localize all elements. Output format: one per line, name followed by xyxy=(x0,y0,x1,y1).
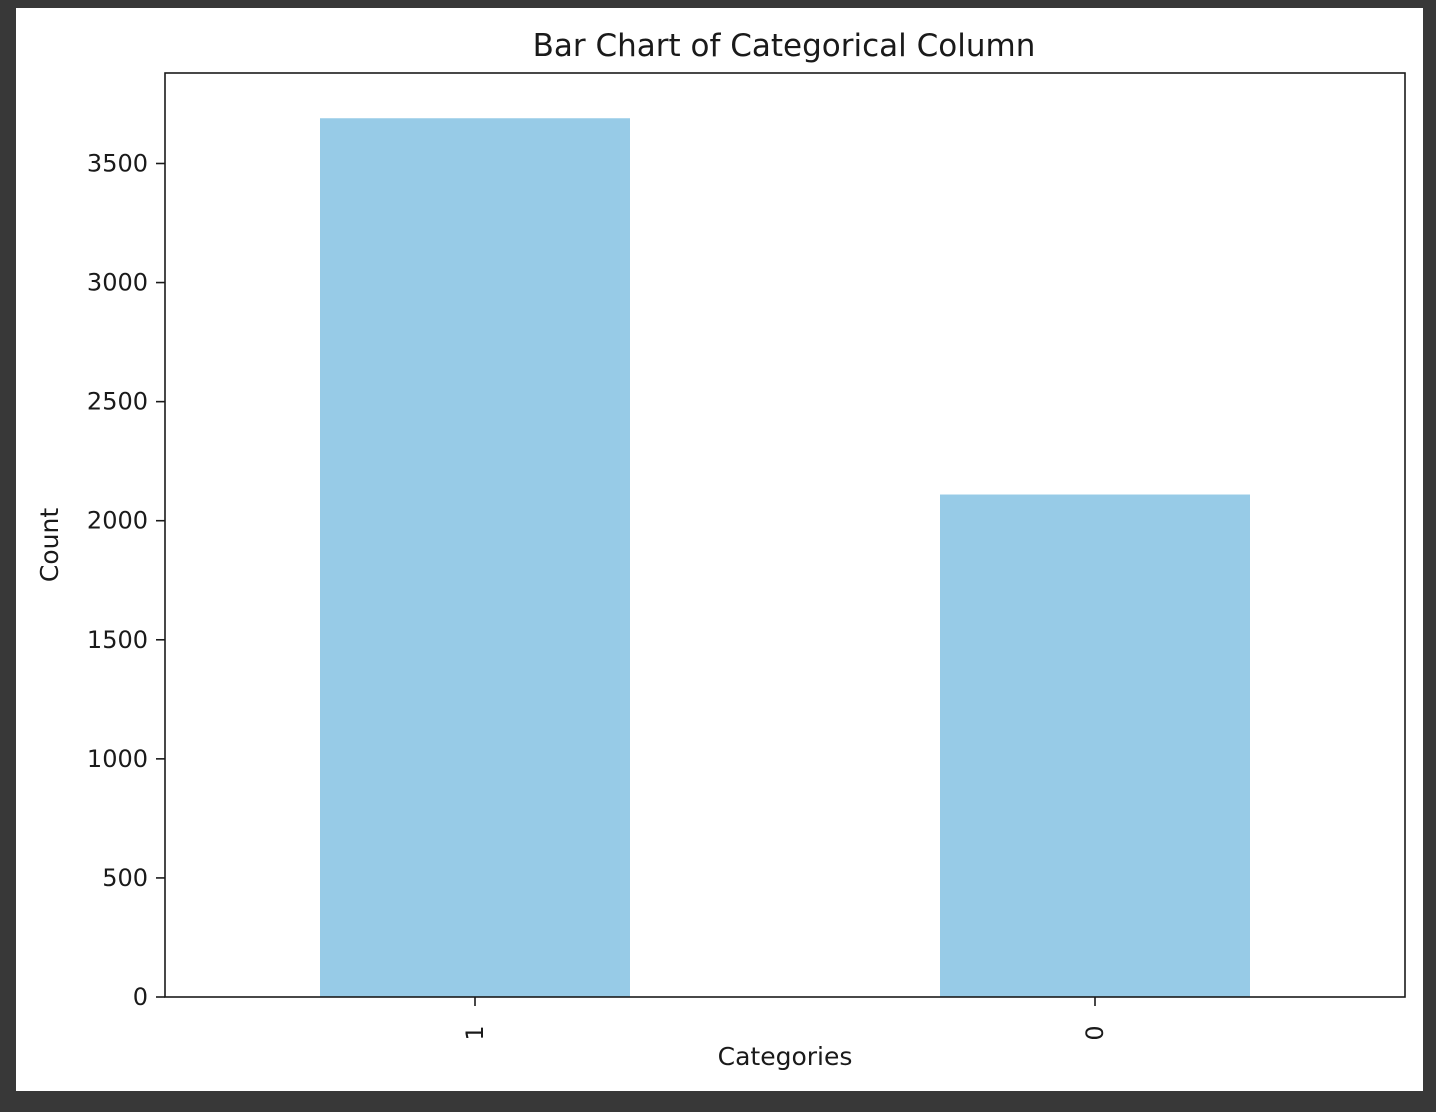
x-tick-label: 0 xyxy=(1081,1025,1109,1040)
chart-figure: Bar Chart of Categorical Column 0 500 1000… xyxy=(16,8,1423,1091)
plot-area-frame xyxy=(164,72,1406,998)
bars xyxy=(320,118,1250,997)
y-axis-label: Count xyxy=(35,508,64,582)
y-tick-label: 1500 xyxy=(87,626,148,654)
x-tick-label: 1 xyxy=(461,1025,489,1040)
y-tick-label: 500 xyxy=(102,864,148,892)
y-tick-label: 2000 xyxy=(87,507,148,535)
y-axis: 0 500 1000 1500 2000 2500 3000 3500 xyxy=(87,149,165,1011)
bar-0 xyxy=(940,494,1250,997)
x-axis-label: Categories xyxy=(718,1042,853,1071)
bar-1 xyxy=(320,118,630,997)
bar-chart: Bar Chart of Categorical Column 05001000… xyxy=(35,28,1406,1071)
y-tick-label: 0 xyxy=(133,983,148,1011)
y-tick-label: 2500 xyxy=(87,388,148,416)
y-tick-label: 3000 xyxy=(87,269,148,297)
y-tick-label: 3500 xyxy=(87,149,148,177)
chart-title: Bar Chart of Categorical Column xyxy=(533,28,1036,64)
y-tick-label: 1000 xyxy=(87,745,148,773)
